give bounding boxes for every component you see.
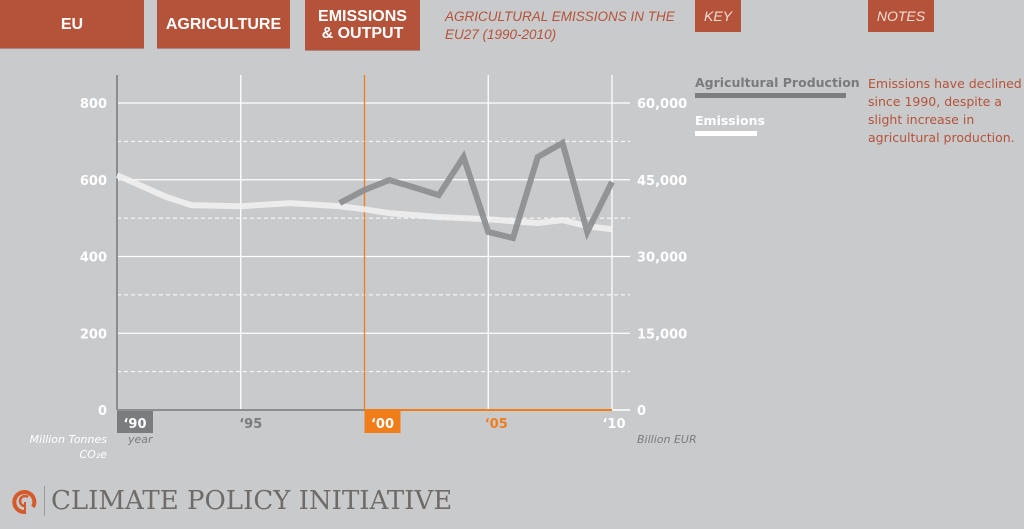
subtitle-line: AGRICULTURAL EMISSIONS IN THE xyxy=(445,9,675,24)
series-production-line xyxy=(338,138,615,242)
legend-production-label: Agricultural Production xyxy=(695,75,860,90)
series-emissions-line xyxy=(115,172,613,233)
legend-emissions-label: Emissions xyxy=(695,113,765,128)
tab-label: EU xyxy=(60,15,84,33)
y-tick-label-left: 0 xyxy=(98,404,107,419)
y-tick-label-left: 200 xyxy=(80,327,107,342)
y-tick-label-left: 800 xyxy=(80,97,107,112)
y-tick-label-right: 45,000 xyxy=(637,174,687,189)
legend-emissions: Emissions xyxy=(695,113,765,136)
x-tick-bg xyxy=(117,411,153,433)
x-tick-label: ‘10 xyxy=(602,417,625,432)
x-tick-label: ‘00 xyxy=(371,417,394,432)
tab-label: EMISSIONS xyxy=(318,8,407,25)
key-tab[interactable]: KEY xyxy=(695,0,741,32)
x-tick-label: ‘05 xyxy=(485,417,508,432)
y-tick-label-right: 0 xyxy=(637,404,646,419)
logo: CLIMATE POLICY INITIATIVE xyxy=(12,486,452,516)
x-tick-label: ‘90 xyxy=(123,417,146,432)
y-tick-label-left: 400 xyxy=(80,251,107,266)
legend-production-swatch xyxy=(695,93,846,98)
logo-icon xyxy=(12,490,37,514)
tab-emissions-output[interactable]: EMISSIONS & OUTPUT xyxy=(305,0,420,50)
chart-subtitle: AGRICULTURAL EMISSIONS IN THE EU27 (1990-… xyxy=(445,8,685,44)
y-tick-label-left: 600 xyxy=(80,174,107,189)
tab-label: & OUTPUT xyxy=(321,25,404,42)
notes-text: Emissions have declined since 1990, desp… xyxy=(868,76,1022,145)
x-axis-label: year xyxy=(127,433,154,446)
notes-tab[interactable]: NOTES xyxy=(868,0,934,32)
tab-agriculture[interactable]: AGRICULTURE xyxy=(157,0,290,48)
subtitle-line: EU27 (1990-2010) xyxy=(445,27,557,42)
tab-label: AGRICULTURE xyxy=(165,15,282,33)
y-tick-label-right: 60,000 xyxy=(637,97,687,112)
y-tick-label-right: 15,000 xyxy=(637,327,687,342)
y-axis-label-right: Billion EUR xyxy=(637,433,697,446)
y-axis-label-left-unit: CO₂e xyxy=(79,448,107,461)
tab-eu[interactable]: EU xyxy=(0,0,144,48)
x-tick-label: ‘95 xyxy=(239,417,262,432)
y-tick-label-right: 30,000 xyxy=(637,251,687,266)
notes-tab-label: NOTES xyxy=(876,8,926,24)
x-tick-bg-highlight xyxy=(364,411,401,433)
y-axis-label-left: Million Tonnes xyxy=(30,433,108,446)
legend-emissions-swatch xyxy=(695,131,757,136)
legend-production: Agricultural Production xyxy=(695,75,860,98)
logo-text: CLIMATE POLICY INITIATIVE xyxy=(44,486,452,516)
key-tab-label: KEY xyxy=(703,8,732,24)
